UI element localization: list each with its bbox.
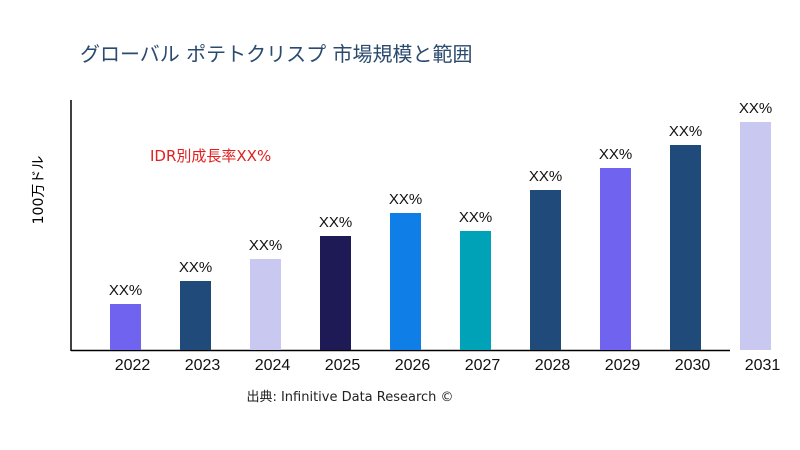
x-tick-2030: 2030: [675, 357, 711, 374]
x-tick-2027: 2027: [465, 357, 501, 374]
data-label-2026: XX%: [389, 191, 422, 208]
x-tick-2023: 2023: [185, 357, 221, 374]
bar-2026: [390, 213, 421, 350]
bar-2027: [460, 231, 491, 350]
x-tick-2022: 2022: [115, 357, 151, 374]
bar-2030: [670, 145, 701, 350]
bar-2025: [320, 236, 351, 350]
data-label-2023: XX%: [179, 259, 212, 276]
bar-2028: [530, 190, 561, 350]
data-label-2027: XX%: [459, 209, 492, 226]
x-tick-2026: 2026: [395, 357, 431, 374]
source-note: 出典: Infinitive Data Research ©: [246, 390, 454, 405]
bar-2023: [180, 281, 211, 350]
data-label-2025: XX%: [319, 214, 352, 231]
data-label-2028: XX%: [529, 168, 562, 185]
growth-annotation: IDR別成長率XX%: [150, 147, 272, 165]
x-tick-2029: 2029: [605, 357, 641, 374]
bar-2022: [110, 304, 141, 350]
x-tick-2025: 2025: [325, 357, 361, 374]
data-label-2031: XX%: [739, 100, 772, 117]
bar-2031: [740, 122, 771, 350]
bar-2024: [250, 259, 281, 350]
data-label-2030: XX%: [669, 123, 702, 140]
x-tick-2031: 2031: [745, 357, 781, 374]
x-tick-2028: 2028: [535, 357, 571, 374]
data-label-2022: XX%: [109, 282, 142, 299]
data-label-2029: XX%: [599, 146, 632, 163]
data-label-2024: XX%: [249, 237, 282, 254]
x-tick-2024: 2024: [255, 357, 291, 374]
chart-title: グローバル ポテトクリスプ 市場規模と範囲: [80, 42, 473, 66]
bar-2029: [600, 168, 631, 350]
